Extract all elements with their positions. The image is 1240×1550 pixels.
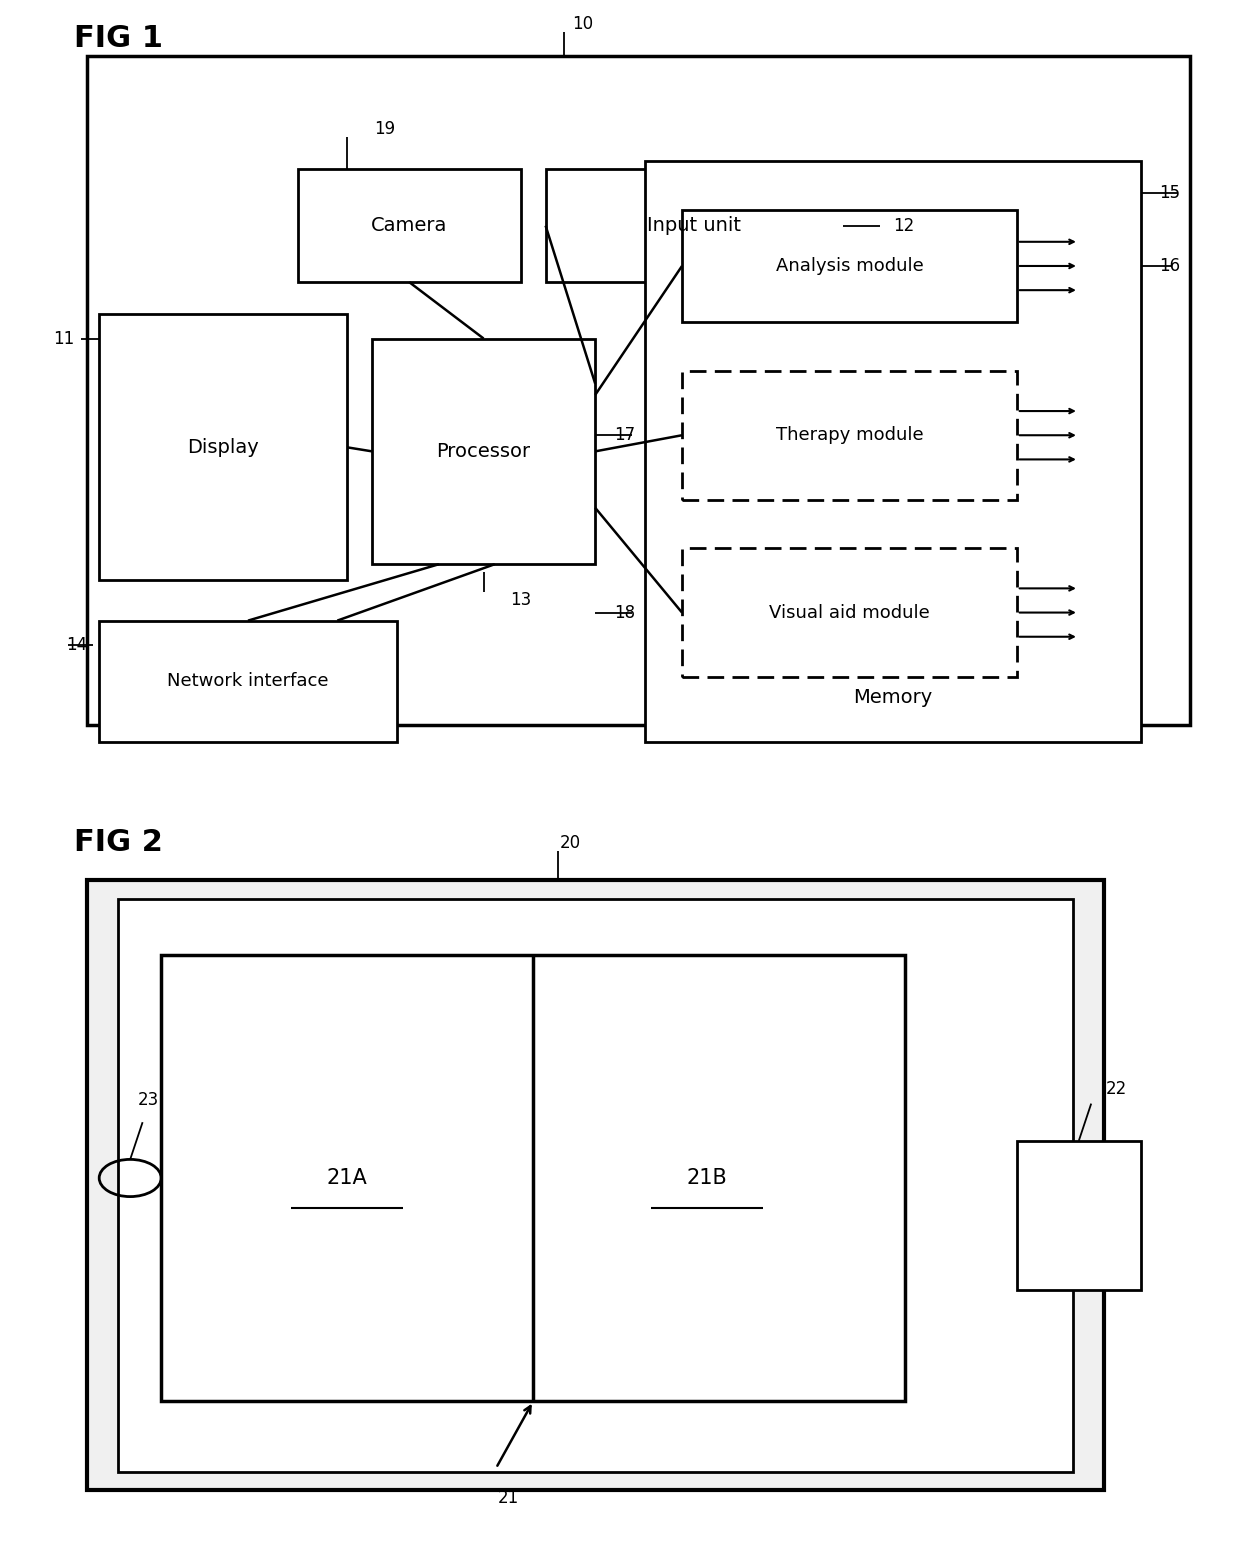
Polygon shape xyxy=(161,955,905,1401)
Text: 17: 17 xyxy=(614,426,635,445)
Text: Analysis module: Analysis module xyxy=(775,257,924,274)
Polygon shape xyxy=(645,161,1141,741)
Text: Camera: Camera xyxy=(371,215,448,236)
Polygon shape xyxy=(372,338,595,564)
Text: Input unit: Input unit xyxy=(647,215,742,236)
Text: Processor: Processor xyxy=(436,442,531,460)
Polygon shape xyxy=(87,880,1104,1491)
Polygon shape xyxy=(87,56,1190,725)
Polygon shape xyxy=(682,549,1017,677)
Text: Visual aid module: Visual aid module xyxy=(769,603,930,622)
Text: 18: 18 xyxy=(614,603,635,622)
Text: 21B: 21B xyxy=(687,1169,727,1187)
Polygon shape xyxy=(99,620,397,741)
Text: 15: 15 xyxy=(1159,184,1180,203)
Text: Therapy module: Therapy module xyxy=(775,426,924,445)
Text: 14: 14 xyxy=(66,636,87,654)
Text: 21: 21 xyxy=(497,1490,520,1507)
Text: FIG 2: FIG 2 xyxy=(74,828,164,857)
Text: FIG 1: FIG 1 xyxy=(74,25,164,53)
Polygon shape xyxy=(1017,1141,1141,1290)
Text: 20: 20 xyxy=(559,834,582,853)
Text: 22: 22 xyxy=(1105,1080,1127,1097)
Text: 16: 16 xyxy=(1159,257,1180,274)
Polygon shape xyxy=(546,169,843,282)
Polygon shape xyxy=(682,209,1017,322)
Text: 12: 12 xyxy=(893,217,914,234)
Polygon shape xyxy=(682,370,1017,499)
Text: 21A: 21A xyxy=(327,1169,367,1187)
Text: Memory: Memory xyxy=(853,688,932,707)
Polygon shape xyxy=(298,169,521,282)
Text: 11: 11 xyxy=(53,330,74,347)
Text: 10: 10 xyxy=(572,16,594,33)
Text: 19: 19 xyxy=(373,119,396,138)
Polygon shape xyxy=(99,315,347,580)
Polygon shape xyxy=(118,899,1073,1472)
Text: Display: Display xyxy=(187,437,259,457)
Text: 13: 13 xyxy=(510,592,532,609)
Text: 23: 23 xyxy=(138,1091,160,1108)
Text: Network interface: Network interface xyxy=(167,673,329,690)
